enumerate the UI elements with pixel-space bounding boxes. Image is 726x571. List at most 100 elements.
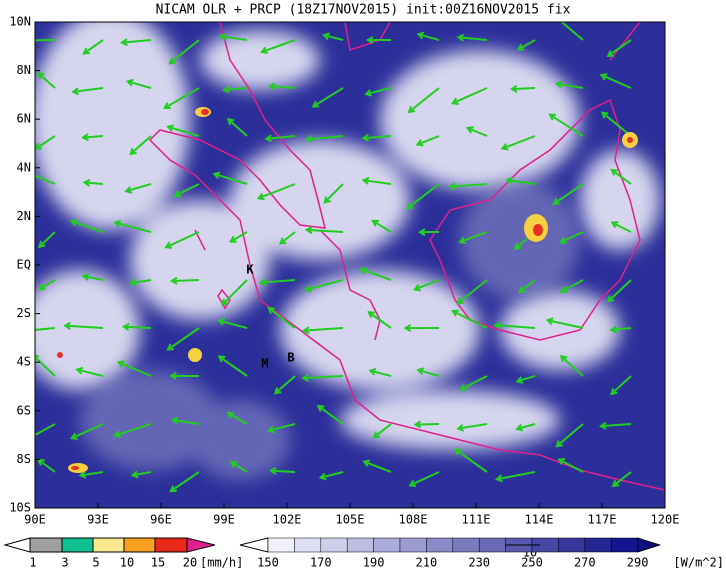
wind-arrow	[218, 32, 248, 41]
precip-label: 5	[92, 556, 99, 570]
wind-arrow	[166, 124, 200, 137]
wind-arrow	[82, 178, 104, 187]
wind-arrow	[37, 71, 56, 89]
wind-arrow	[260, 39, 296, 55]
wind-arrow	[367, 311, 392, 329]
wind-arrow	[557, 458, 584, 473]
wind-arrow	[555, 423, 584, 448]
wind-arrow	[493, 321, 536, 330]
wind-arrow	[451, 87, 488, 105]
wind-arrow	[609, 325, 632, 334]
wind-arrow	[453, 448, 488, 473]
wind-arrow	[456, 279, 488, 305]
wind-arrow	[371, 219, 392, 233]
wind-arrow	[217, 317, 248, 329]
wind-arrow	[554, 80, 584, 89]
wind-arrow	[362, 459, 392, 473]
colorbar-box	[610, 537, 638, 553]
olr-label: 170	[310, 556, 332, 570]
wind-arrow	[125, 78, 152, 89]
wind-arrow	[278, 231, 296, 245]
wind-arrow	[35, 174, 56, 185]
longitude-label: 99E	[213, 513, 235, 527]
wind-arrow	[301, 326, 344, 335]
wind-arrow	[500, 135, 536, 151]
wind-arrow	[598, 421, 632, 430]
precip-label: 20	[183, 556, 197, 570]
wind-arrow	[267, 306, 296, 329]
wind-arrow	[545, 317, 584, 329]
wind-arrow	[447, 182, 488, 191]
wind-arrow	[267, 82, 296, 91]
wind-arrow	[359, 266, 392, 281]
wind-arrow	[35, 135, 56, 150]
wind-arrow	[258, 278, 296, 287]
wind-arrow	[166, 327, 200, 351]
wind-arrow	[361, 176, 392, 185]
olr-label: 290	[627, 556, 649, 570]
latitude-label: 8N	[17, 63, 31, 77]
wind-arrow	[173, 183, 200, 198]
wind-arrow	[451, 309, 488, 329]
olr-label: 230	[468, 556, 490, 570]
wind-arrow	[516, 39, 536, 51]
colorbar-box	[346, 537, 374, 553]
wind-arrow	[304, 135, 344, 144]
wind-arrow	[63, 321, 104, 330]
wind-arrow	[221, 279, 248, 306]
wind-arrow	[35, 423, 56, 437]
wind-arrow	[168, 39, 200, 65]
longitude-label: 117E	[588, 513, 617, 527]
wind-arrow	[408, 471, 440, 487]
wind-arrow	[413, 420, 440, 429]
wind-arrow	[413, 279, 440, 292]
wind-arrow	[505, 176, 536, 185]
wind-arrow	[70, 423, 104, 440]
latitude-label: 2N	[17, 209, 31, 223]
wind-arrow	[71, 87, 104, 96]
longitude-label: 93E	[87, 513, 109, 527]
wind-arrow	[268, 466, 296, 475]
wind-arrow	[515, 423, 536, 432]
wind-arrow	[600, 111, 632, 137]
wind-arrow	[130, 470, 152, 479]
wind-arrow	[558, 231, 584, 244]
longitude-label: 108E	[399, 513, 428, 527]
wind-arrow	[416, 31, 440, 41]
wind-arrow	[405, 183, 440, 210]
wind-arrow	[226, 411, 248, 425]
wind-arrow	[407, 87, 440, 114]
latitude-label: 6N	[17, 112, 31, 126]
latitude-label: 10N	[9, 15, 31, 29]
wind-arrow	[128, 278, 152, 287]
precip-label: 1	[29, 556, 36, 570]
wind-arrow	[35, 327, 56, 331]
wind-arrow	[364, 87, 392, 97]
colorbar-end	[637, 537, 662, 553]
olr-label: 250	[521, 556, 543, 570]
wind-arrow	[372, 423, 392, 439]
wind-arrow	[38, 231, 56, 249]
wind-arrow	[417, 228, 440, 237]
latitude-label: 8S	[17, 452, 31, 466]
wind-arrow	[304, 226, 344, 235]
colorbar-box	[426, 537, 454, 553]
wind-arrow	[311, 87, 344, 108]
longitude-label: 90E	[24, 513, 46, 527]
precip-label: 3	[61, 556, 68, 570]
colorbar-box	[373, 537, 401, 553]
latitude-label: 4S	[17, 355, 31, 369]
olr-label: 270	[574, 556, 596, 570]
olr-label: 210	[416, 556, 438, 570]
wind-arrow	[120, 38, 152, 47]
longitude-label: 120E	[651, 513, 680, 527]
wind-arrow	[560, 22, 584, 41]
colorbar-box	[320, 537, 348, 553]
map-area	[35, 22, 665, 508]
wind-arrow	[303, 279, 344, 293]
wind-arrow	[610, 221, 632, 233]
wind-arrow	[256, 183, 296, 201]
colorbar-box	[399, 537, 427, 553]
wind-arrow	[121, 323, 152, 331]
